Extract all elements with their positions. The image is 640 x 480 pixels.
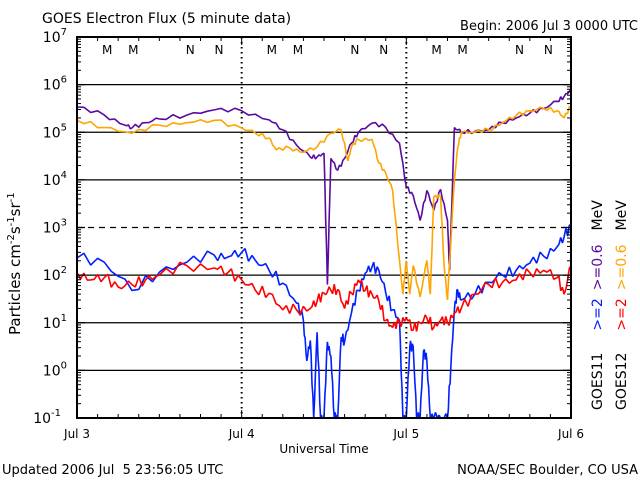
updated-timestamp: Updated 2006 Jul 5 23:56:05 UTC	[2, 463, 223, 478]
marker-m: M	[431, 43, 441, 57]
y-tick-label: 107	[43, 27, 67, 46]
credit-label: NOAA/SEC Boulder, CO USA	[457, 463, 638, 478]
x-tick-label: Jul 6	[557, 427, 584, 441]
marker-n: N	[186, 43, 195, 57]
legend-goes11: GOES11>=2>=0.6MeV	[590, 200, 606, 410]
mn-markers: M M MM M MN N NN N N	[102, 43, 553, 57]
marker-m: M	[267, 43, 277, 57]
grid-lines	[77, 37, 571, 418]
axis-ticks	[76, 36, 572, 419]
series-lines	[76, 88, 572, 419]
marker-m: M	[293, 43, 303, 57]
series-line-goes11-0-6-mev	[76, 88, 572, 285]
legend: GOES11>=2>=0.6MeV GOES12>=2>=0.6MeV	[590, 200, 630, 410]
marker-n: N	[379, 43, 388, 57]
y-tick-label: 101	[43, 313, 67, 332]
marker-n: N	[515, 43, 524, 57]
series-line-goes11-2-mev	[76, 224, 572, 419]
y-tick-label: 100	[43, 360, 67, 379]
x-tick-label: Jul 4	[228, 427, 255, 441]
series-line-goes12-2-mev	[76, 261, 572, 332]
marker-n: N	[215, 43, 224, 57]
y-tick-labels: 107 106 105 104 103 102 101 100 10-1	[33, 27, 67, 427]
series-line-goes12-0-6-mev	[76, 105, 572, 300]
y-tick-label: 10-1	[33, 408, 61, 427]
x-tick-labels: Jul 3 Jul 4 Jul 5 Jul 6	[63, 427, 584, 441]
y-tick-label: 105	[43, 122, 67, 141]
y-axis-label: Particles cm-2s-1sr-1	[6, 192, 24, 335]
y-tick-label: 103	[43, 218, 67, 237]
marker-n: N	[544, 43, 553, 57]
marker-m: M	[457, 43, 467, 57]
marker-m: M	[102, 43, 112, 57]
y-tick-label: 106	[43, 75, 67, 94]
x-tick-label: Jul 5	[392, 427, 419, 441]
marker-m: M	[128, 43, 138, 57]
y-tick-label: 104	[43, 170, 67, 189]
x-tick-label: Jul 3	[63, 427, 90, 441]
begin-label: Begin: 2006 Jul 3 0000 UTC	[460, 19, 638, 34]
chart-title: GOES Electron Flux (5 minute data)	[42, 11, 291, 27]
x-axis-label: Universal Time	[279, 442, 368, 456]
y-tick-label: 102	[43, 265, 67, 284]
legend-goes12: GOES12>=2>=0.6MeV	[614, 200, 630, 410]
marker-n: N	[350, 43, 359, 57]
